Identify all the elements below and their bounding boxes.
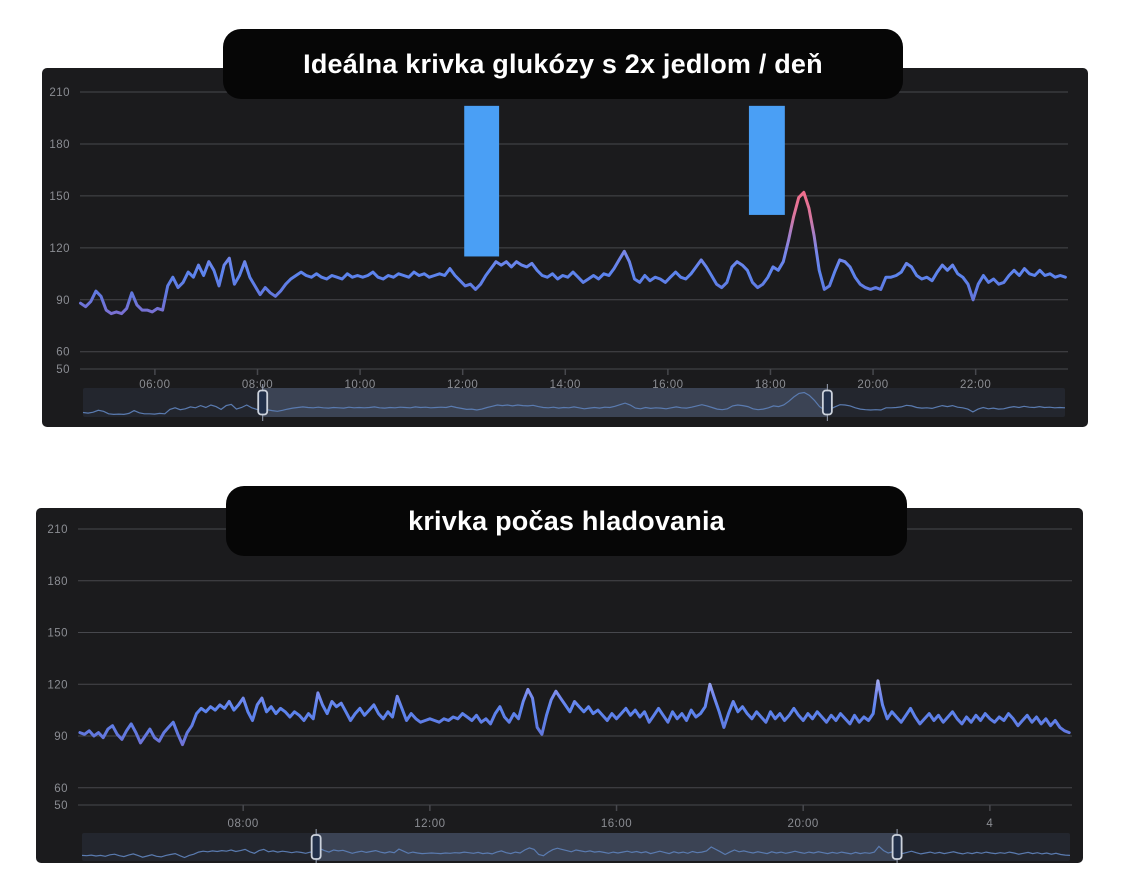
y-tick-label-90: 90 (54, 731, 68, 743)
glucose-chart-panel-fasting: 210 180 150 120 90 60 50 08:00 12:00 16:00 20:00 4 (36, 508, 1083, 863)
y-tick-label-150: 150 (47, 628, 68, 640)
y-tick-label-210: 210 (49, 87, 70, 99)
y-tick-label-120: 120 (49, 243, 70, 255)
chart-title-banner-meals: Ideálna krivka glukózy s 2x jedlom / deň (223, 29, 903, 99)
brush-sparkline (82, 391, 1066, 416)
y-tick-label-210: 210 (47, 524, 68, 536)
x-tick-label-08:00: 08:00 (228, 818, 259, 830)
brush-handle-right[interactable] (821, 389, 833, 416)
y-tick-label-90: 90 (56, 295, 70, 307)
y-tick-label-60: 60 (56, 347, 70, 359)
y-tick-label-120: 120 (47, 679, 68, 691)
glucose-chart-panel-meals: 210 180 150 120 90 60 50 06:00 08:00 10:00 12:00 14… (42, 68, 1088, 427)
chart-title-meals: Ideálna krivka glukózy s 2x jedlom / deň (303, 48, 823, 79)
glucose-chart-fasting: 210 180 150 120 90 60 50 08:00 12:00 16:00 20:00 4 (47, 524, 1072, 863)
brush-selected-range[interactable] (262, 388, 828, 417)
x-tick-label-12:00: 12:00 (414, 818, 445, 830)
brush-sparkline (81, 845, 1071, 859)
brush-track[interactable] (82, 833, 1070, 861)
y-tick-label-150: 150 (49, 191, 70, 203)
glucose-line (78, 679, 1071, 747)
y-tick-label-180: 180 (49, 139, 70, 151)
glucose-line (79, 190, 1067, 316)
y-tick-label-60: 60 (54, 783, 68, 795)
x-tick-label-20:00: 20:00 (788, 818, 819, 830)
brush-selected-range[interactable] (316, 833, 898, 861)
brush-handle-right[interactable] (891, 834, 903, 860)
meal-bar-2 (748, 105, 785, 215)
chart-title-banner-fasting: krivka počas hladovania (226, 486, 907, 556)
brush-handle-left[interactable] (310, 834, 322, 860)
x-tick-label-16:00: 16:00 (601, 818, 632, 830)
chart-title-fasting: krivka počas hladovania (408, 505, 725, 536)
y-tick-label-180: 180 (47, 576, 68, 588)
y-tick-label-50: 50 (54, 800, 68, 812)
y-tick-label-50: 50 (56, 364, 70, 376)
brush-track[interactable] (83, 388, 1065, 417)
x-tick-label-4: 4 (986, 818, 993, 830)
brush-handle-left[interactable] (257, 389, 269, 416)
meal-bar-1 (464, 105, 500, 257)
